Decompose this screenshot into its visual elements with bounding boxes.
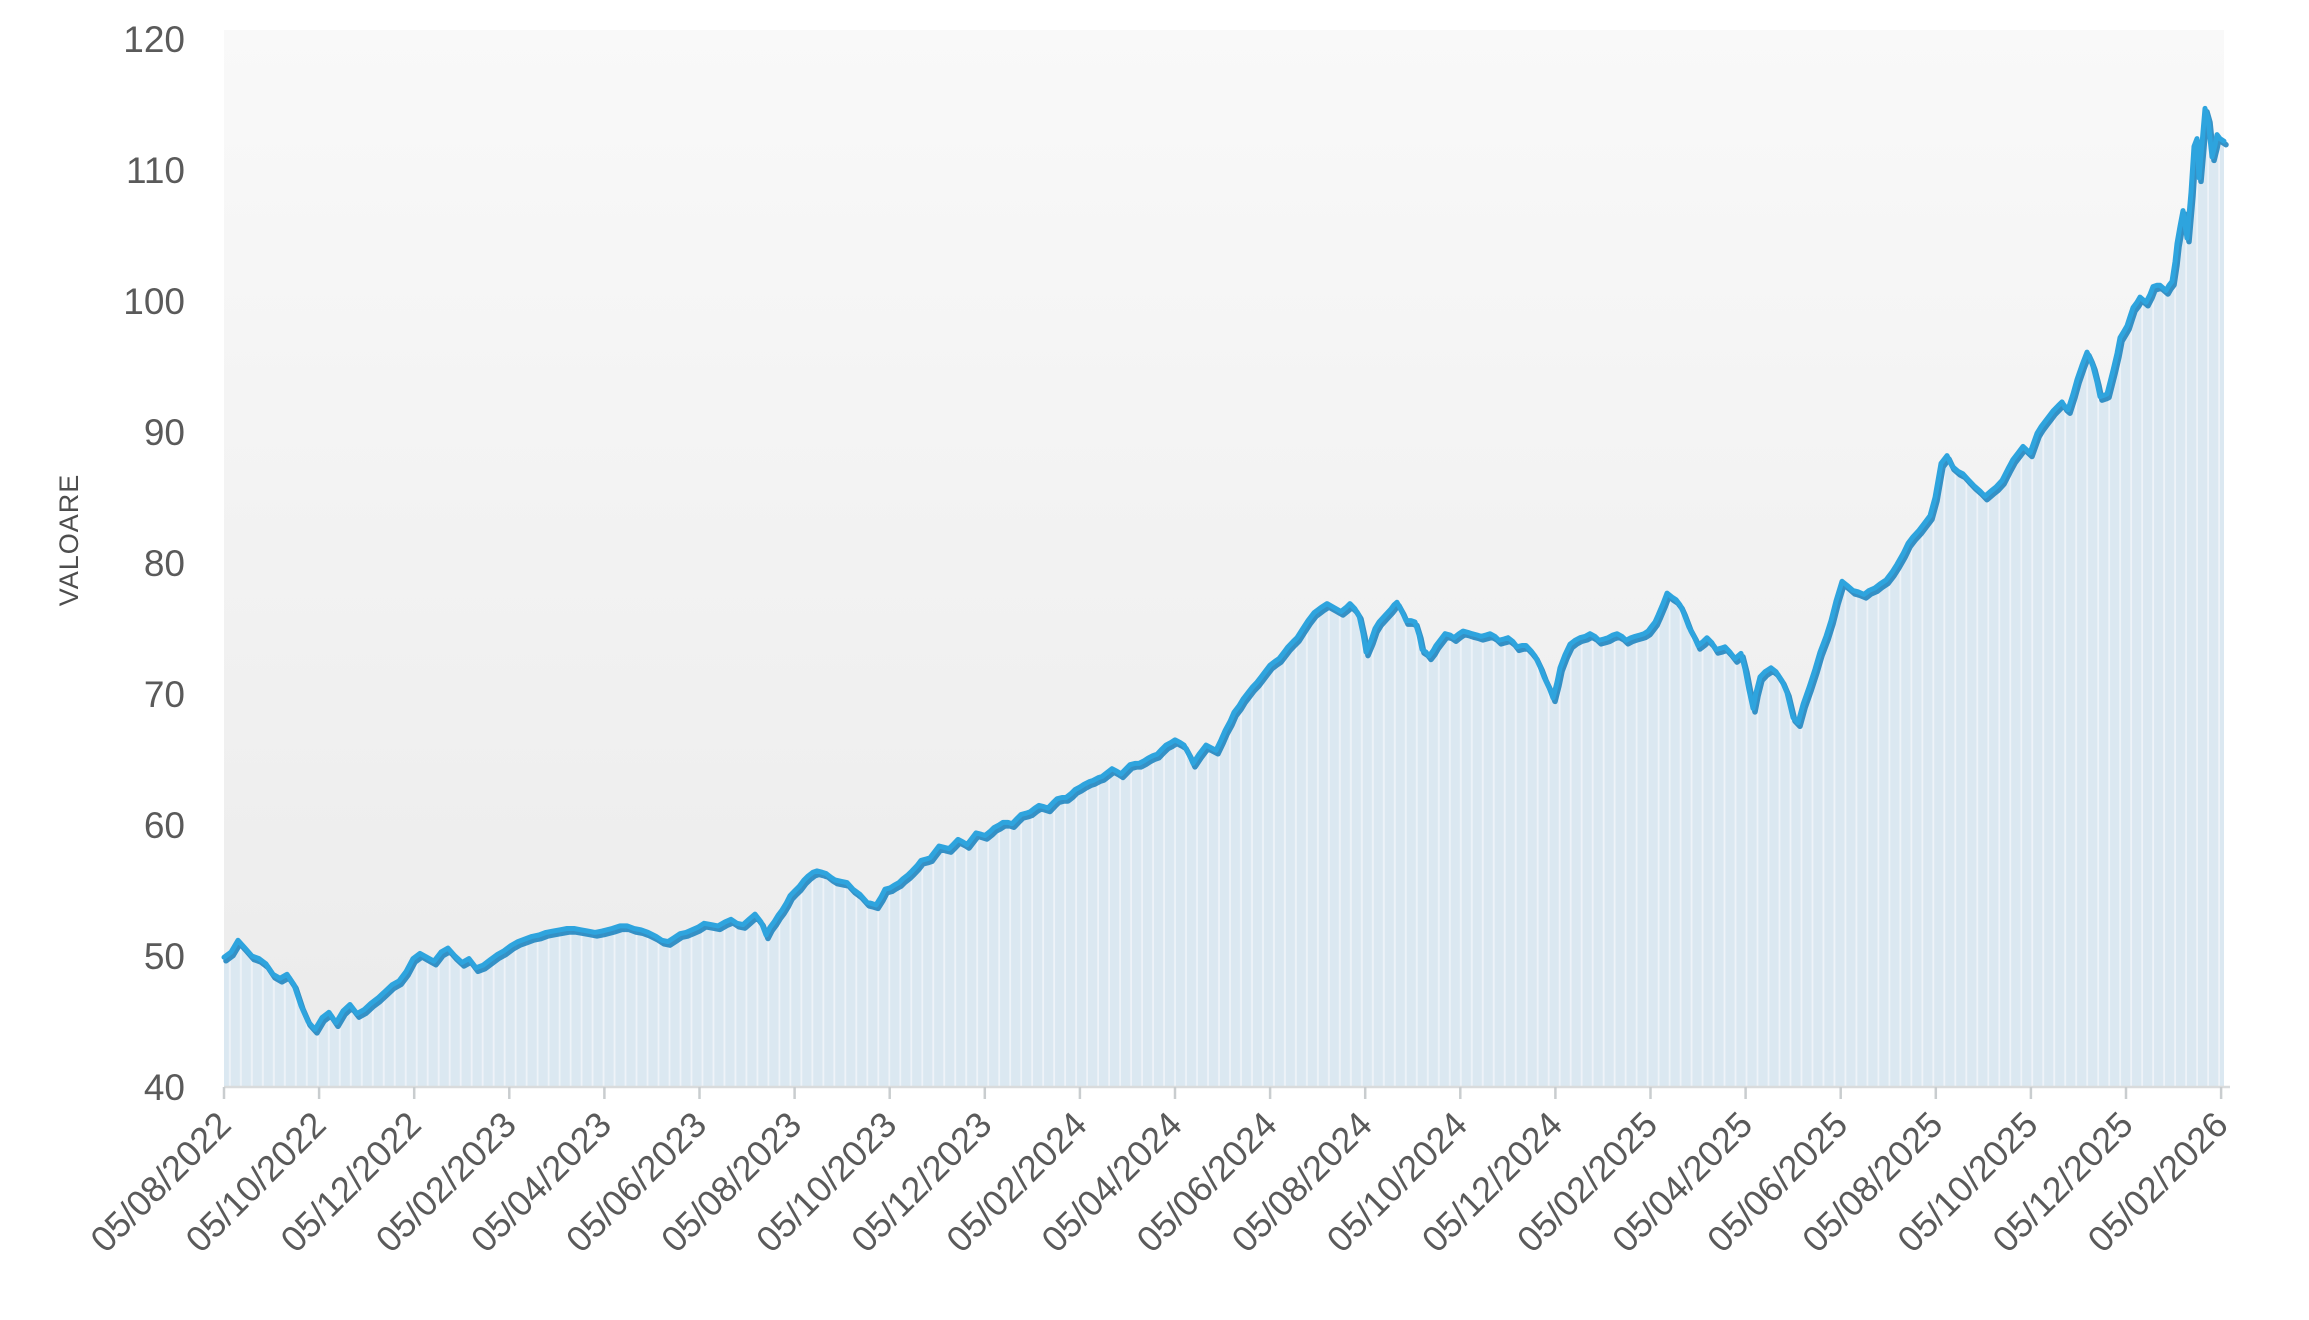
y-tick-label: 100 — [123, 281, 185, 322]
y-tick-label: 80 — [144, 543, 185, 584]
y-tick-label: 70 — [144, 674, 185, 715]
value-line — [221, 105, 2227, 1032]
x-tick-marks — [222, 1087, 2223, 1099]
area-fill — [224, 108, 2224, 1087]
y-tick-label: 50 — [144, 936, 185, 977]
y-tick-label: 110 — [126, 150, 185, 191]
x-tick-labels: 05/08/202205/10/202205/12/202205/02/2023… — [82, 1104, 2236, 1260]
y-tick-label: 120 — [123, 19, 185, 60]
y-tick-label: 60 — [144, 805, 185, 846]
y-tick-label: 90 — [144, 412, 185, 453]
y-tick-label: 40 — [144, 1067, 185, 1108]
y-tick-labels: 40 50 60 70 80 90 100 110 120 — [123, 19, 185, 1108]
y-axis-title: VALOARE — [54, 474, 84, 607]
